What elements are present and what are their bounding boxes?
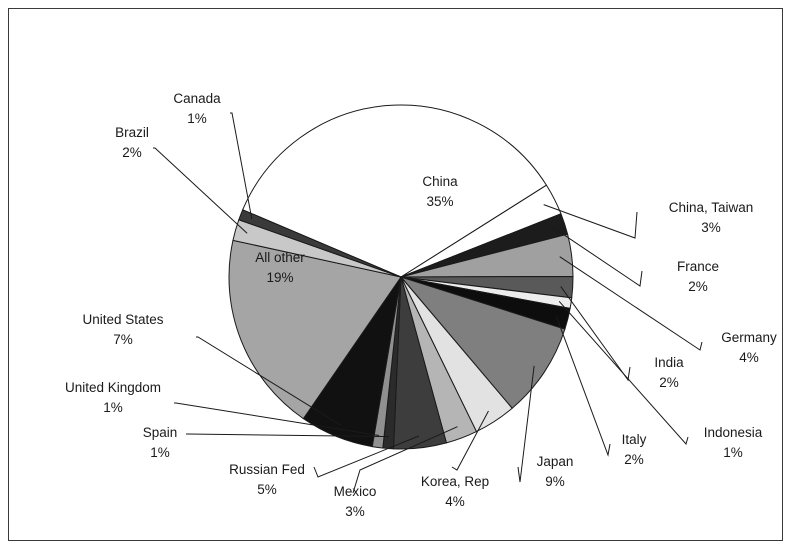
leader-line bbox=[153, 147, 248, 234]
slice-percent-label: 7% bbox=[113, 332, 133, 347]
slice-percent-label: 1% bbox=[187, 111, 207, 126]
slice-label: Germany bbox=[721, 330, 777, 345]
pie-slice-china bbox=[242, 104, 548, 278]
slice-percent-label: 19% bbox=[266, 270, 293, 285]
slice-label: United Kingdom bbox=[65, 380, 161, 395]
slice-percent-label: 4% bbox=[445, 494, 465, 509]
leader-line bbox=[560, 286, 631, 382]
slice-label: India bbox=[654, 355, 684, 370]
leader-line bbox=[174, 402, 380, 436]
leader-line bbox=[559, 256, 703, 351]
slice-label: Canada bbox=[173, 91, 221, 106]
pie-slice-all-other bbox=[228, 239, 402, 420]
leader-line bbox=[230, 112, 253, 220]
slice-percent-label: 5% bbox=[257, 482, 277, 497]
leader-line bbox=[555, 315, 611, 457]
slice-percent-label: 9% bbox=[545, 474, 565, 489]
slice-percent-label: 2% bbox=[688, 279, 708, 294]
slice-label: Brazil bbox=[115, 125, 149, 140]
slice-label: Italy bbox=[622, 432, 647, 447]
leader-line bbox=[543, 204, 638, 239]
slice-percent-label: 1% bbox=[723, 445, 743, 460]
slice-percent-label: 3% bbox=[701, 220, 721, 235]
slice-percent-label: 3% bbox=[345, 504, 365, 519]
leader-line bbox=[196, 336, 342, 426]
slice-label: Indonesia bbox=[704, 425, 763, 440]
slice-label: Spain bbox=[143, 425, 178, 440]
leader-line bbox=[313, 435, 420, 478]
slice-label: Mexico bbox=[334, 484, 377, 499]
slice-label: Japan bbox=[537, 454, 574, 469]
leader-line bbox=[558, 300, 689, 446]
leader-lines bbox=[153, 112, 703, 494]
slice-percent-label: 35% bbox=[426, 194, 453, 209]
slice-label: Russian Fed bbox=[229, 462, 305, 477]
slice-percent-label: 2% bbox=[122, 145, 142, 160]
slice-labels: China 35% China, Taiwan 3% France 2% Germany 4%… bbox=[65, 91, 777, 519]
slice-percent-label: 2% bbox=[659, 375, 679, 390]
slice-percent-label: 4% bbox=[739, 350, 759, 365]
leader-line bbox=[451, 410, 489, 471]
leader-line bbox=[517, 365, 535, 483]
pie-slices bbox=[228, 104, 574, 450]
leader-line bbox=[352, 426, 458, 494]
slice-label: Korea, Rep bbox=[421, 474, 489, 489]
slice-label: France bbox=[677, 259, 719, 274]
pie-slice-japan bbox=[399, 275, 566, 409]
slice-label: China bbox=[422, 174, 458, 189]
slice-percent-label: 1% bbox=[103, 400, 123, 415]
leader-line bbox=[186, 433, 390, 438]
slice-percent-label: 1% bbox=[150, 445, 170, 460]
pie-slice-canada bbox=[238, 209, 402, 278]
slice-label: United States bbox=[82, 312, 163, 327]
leader-line bbox=[552, 227, 643, 287]
slice-percent-label: 2% bbox=[624, 452, 644, 467]
slice-label: All other bbox=[255, 250, 305, 265]
slice-label: China, Taiwan bbox=[669, 200, 754, 215]
